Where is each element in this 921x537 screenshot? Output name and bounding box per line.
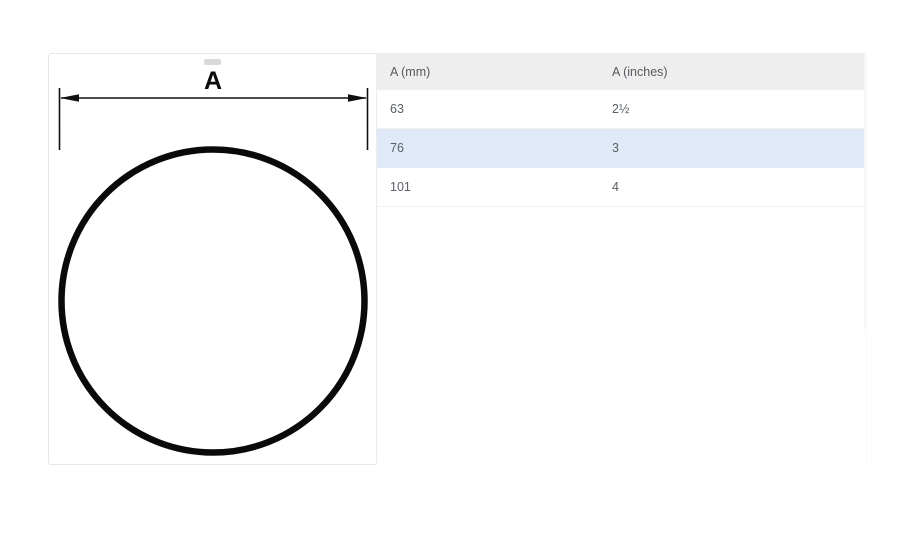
cell-mm: 76 (377, 128, 599, 168)
arrowhead-right-icon (348, 94, 367, 102)
dimensions-table: A (mm) A (inches) 63 2½ 76 3 101 4 (377, 54, 866, 207)
cell-mm: 63 (377, 90, 599, 129)
table-scrollbar-track[interactable] (864, 54, 867, 329)
table-row[interactable]: 63 2½ (377, 90, 866, 129)
column-header-mm[interactable]: A (mm) (377, 54, 599, 90)
table-header: A (mm) A (inches) (377, 54, 866, 90)
table-row[interactable]: 101 4 (377, 167, 866, 207)
cell-mm: 101 (377, 167, 599, 207)
diagram-panel: A (48, 53, 377, 465)
cell-inches: 3 (599, 128, 866, 168)
table-right-edge-divider (866, 53, 867, 465)
column-header-inches[interactable]: A (inches) (599, 54, 866, 90)
arrowhead-left-icon (60, 94, 79, 102)
pipe-circle-outline (58, 146, 368, 456)
table-body: 63 2½ 76 3 101 4 (377, 90, 866, 207)
scan-artifact-smudge (204, 59, 221, 65)
table-header-row: A (mm) A (inches) (377, 54, 866, 90)
cell-inches: 4 (599, 167, 866, 207)
dimensions-table-panel: A (mm) A (inches) 63 2½ 76 3 101 4 (377, 53, 866, 465)
table-row[interactable]: 76 3 (377, 128, 866, 168)
dimension-label-a: A (204, 67, 222, 95)
pipe-cross-section-diagram: A (58, 59, 369, 456)
cell-inches: 2½ (599, 90, 866, 129)
